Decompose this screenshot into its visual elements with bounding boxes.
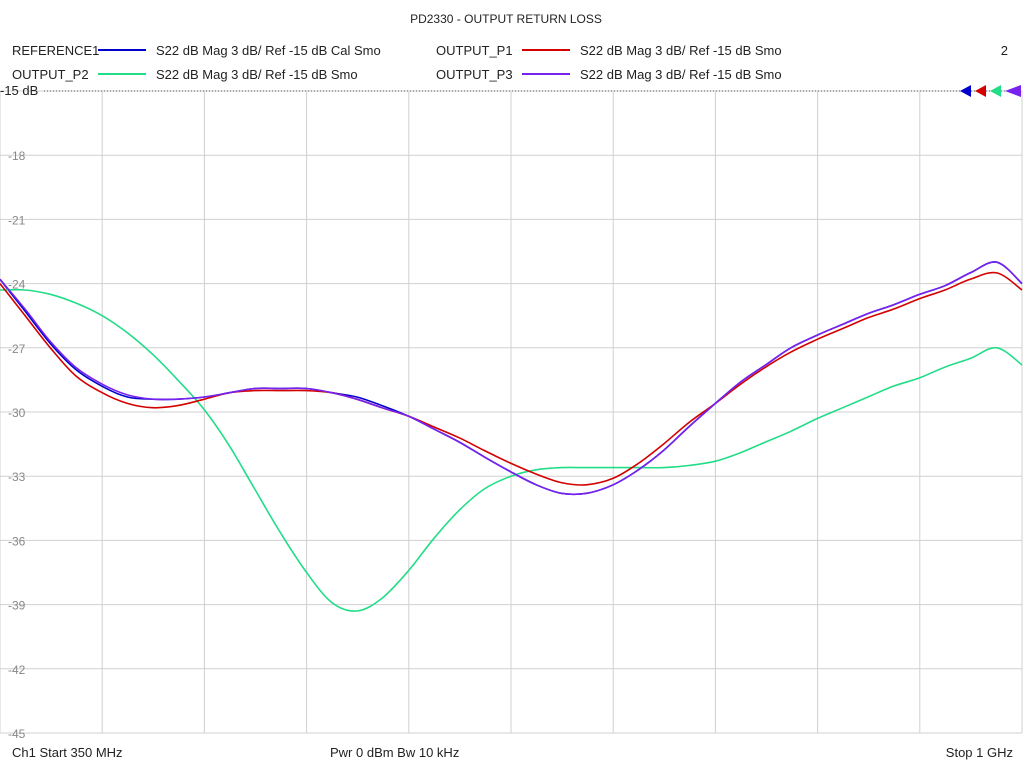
y-tick-label: -42	[8, 663, 26, 677]
legend-entry-output-p2: OUTPUT_P2 S22 dB Mag 3 dB/ Ref -15 dB Sm…	[12, 67, 358, 82]
legend-series-name: REFERENCE1	[12, 43, 99, 58]
legend-series-name: OUTPUT_P3	[436, 67, 513, 82]
y-tick-label: -39	[8, 599, 26, 613]
start-frequency: Ch1 Start 350 MHz	[12, 745, 123, 760]
legend-series-desc: S22 dB Mag 3 dB/ Ref -15 dB Smo	[156, 67, 358, 82]
legend-entry-output-p3: OUTPUT_P3 S22 dB Mag 3 dB/ Ref -15 dB Sm…	[436, 67, 782, 82]
reference-marker	[960, 85, 971, 97]
stop-frequency: Stop 1 GHz	[946, 745, 1013, 760]
traces	[0, 261, 1023, 612]
y-tick-label: -18	[8, 149, 26, 163]
y-tick-label: -36	[8, 534, 26, 548]
y-tick-label: -45	[8, 727, 26, 741]
trace-output-p2	[0, 288, 1023, 612]
y-tick-label: -21	[8, 213, 26, 227]
legend-entry-reference1: REFERENCE1 S22 dB Mag 3 dB/ Ref -15 dB C…	[12, 43, 381, 58]
y-tick-label: -33	[8, 470, 26, 484]
chart-title: PD2330 - OUTPUT RETURN LOSS	[410, 12, 602, 26]
legend-entry-output-p1: OUTPUT_P1 S22 dB Mag 3 dB/ Ref -15 dB Sm…	[436, 43, 782, 58]
legend: REFERENCE1 S22 dB Mag 3 dB/ Ref -15 dB C…	[12, 43, 1008, 82]
legend-series-desc: S22 dB Mag 3 dB/ Ref -15 dB Smo	[580, 43, 782, 58]
plot-grid	[0, 90, 1023, 734]
reference-marker	[975, 85, 986, 97]
reference-marker	[990, 85, 1001, 97]
legend-series-name: OUTPUT_P2	[12, 67, 89, 82]
reference-markers	[960, 85, 1021, 97]
reference-level-label: -15 dB	[0, 83, 38, 98]
y-tick-labels: -18 -21 -24 -27 -30 -33 -36 -39 -42 -45	[8, 149, 26, 741]
legend-series-name: OUTPUT_P1	[436, 43, 513, 58]
trace-number: 2	[1001, 43, 1008, 58]
y-tick-label: -27	[8, 342, 26, 356]
y-tick-label: -30	[8, 406, 26, 420]
legend-series-desc: S22 dB Mag 3 dB/ Ref -15 dB Smo	[580, 67, 782, 82]
y-tick-label: -24	[8, 278, 26, 292]
trace-output-p3	[0, 261, 1023, 496]
legend-series-desc: S22 dB Mag 3 dB/ Ref -15 dB Cal Smo	[156, 43, 381, 58]
reference-marker	[1005, 85, 1021, 97]
trace-output-p1	[0, 271, 1023, 486]
power-bandwidth: Pwr 0 dBm Bw 10 kHz	[330, 745, 459, 760]
